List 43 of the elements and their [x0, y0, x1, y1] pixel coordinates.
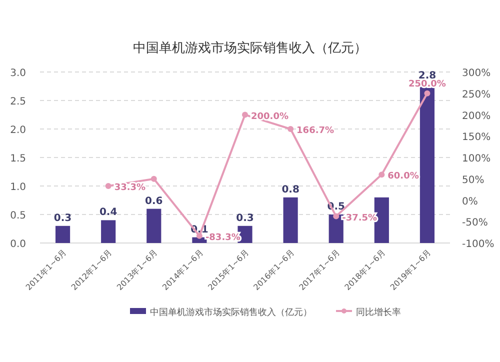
- y2-tick-label: 100%: [462, 154, 491, 164]
- point: [424, 90, 430, 96]
- y2-tick-label: 250%: [462, 89, 491, 100]
- point: [288, 126, 294, 132]
- y-tick-label: 1.5: [10, 154, 26, 164]
- data-label: 0.8: [282, 184, 300, 196]
- y-tick-label: 2.0: [10, 125, 26, 136]
- point: [242, 112, 248, 118]
- y2-tick-label: -100%: [462, 239, 494, 250]
- y2-tick-label: -50%: [462, 218, 488, 229]
- point: [378, 172, 385, 178]
- data-label: 200.0%: [251, 112, 288, 122]
- data-label: 33.3%: [114, 183, 146, 194]
- y-tick-label: 3.0: [10, 68, 26, 79]
- bar: [328, 214, 344, 243]
- point: [150, 176, 157, 182]
- bar: [146, 208, 162, 243]
- data-label: 166.7%: [296, 126, 334, 136]
- y2-tick-label: 300%: [462, 68, 491, 79]
- point: [196, 232, 202, 239]
- data-label: 60.0%: [388, 172, 419, 182]
- data-label: 0.4: [99, 207, 118, 218]
- y2-tick-label: 200%: [462, 110, 491, 122]
- bar: [283, 197, 298, 243]
- y-tick-label: 0.0: [10, 239, 26, 250]
- y-tick-label: 0.5: [10, 210, 26, 222]
- bar: [55, 226, 70, 243]
- point: [333, 213, 340, 220]
- chart-title: 中国单机游戏市场实际销售收入（亿元）: [133, 41, 367, 56]
- legend-label: 同比增长率: [356, 307, 401, 318]
- data-label: 0.6: [145, 196, 163, 207]
- bar: [101, 220, 116, 243]
- y2-tick-label: 0%: [462, 196, 478, 208]
- y-tick-label: 1.0: [10, 182, 26, 193]
- data-label: 0.3: [54, 212, 72, 224]
- data-label: 0.3: [236, 212, 254, 224]
- y-tick-label: 2.5: [10, 96, 26, 108]
- y2-tick-label: 150%: [462, 132, 491, 144]
- legend-label: 中国单机游戏市场实际销售收入（亿元）: [150, 307, 312, 318]
- point: [105, 183, 112, 190]
- data-label: 2.8: [418, 70, 436, 82]
- data-label: 250.0%: [408, 79, 446, 90]
- y2-tick-label: 50%: [462, 174, 484, 186]
